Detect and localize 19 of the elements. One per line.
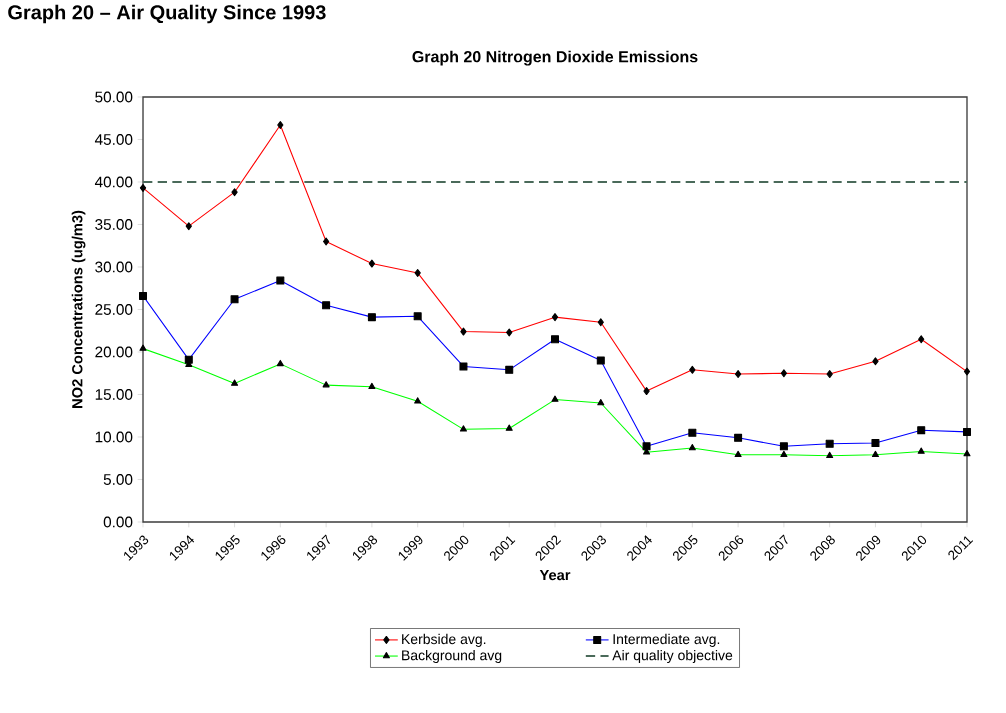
y-tick-label: 15.00 bbox=[95, 389, 133, 400]
chart-title: Graph 20 Nitrogen Dioxide Emissions bbox=[412, 50, 698, 66]
y-tick-label: 50.00 bbox=[95, 91, 133, 103]
legend-label: Intermediate avg. bbox=[613, 633, 720, 647]
y-tick-label: 25.00 bbox=[95, 304, 133, 315]
y-tick-label: 45.00 bbox=[94, 134, 133, 145]
y-tick-label: 5.00 bbox=[103, 474, 133, 485]
y-tick-label: 20.00 bbox=[95, 346, 133, 358]
y-tick-label: 10.00 bbox=[95, 431, 133, 443]
y-tick-label: 0.00 bbox=[103, 516, 133, 528]
y-tick-label: 35.00 bbox=[95, 219, 133, 230]
x-axis-title: Year bbox=[539, 569, 571, 581]
legend-label: Kerbside avg. bbox=[402, 633, 486, 647]
y-tick-label: 40.00 bbox=[94, 176, 133, 188]
y-axis-title: NO2 Concentrations (ug/m3) bbox=[71, 210, 86, 408]
legend-label: Air quality objective bbox=[612, 649, 733, 664]
caption: Graph 20 – Air Quality Since 1993 bbox=[8, 4, 326, 24]
legend-label: Background avg bbox=[402, 649, 502, 664]
y-tick-label: 30.00 bbox=[95, 261, 133, 273]
